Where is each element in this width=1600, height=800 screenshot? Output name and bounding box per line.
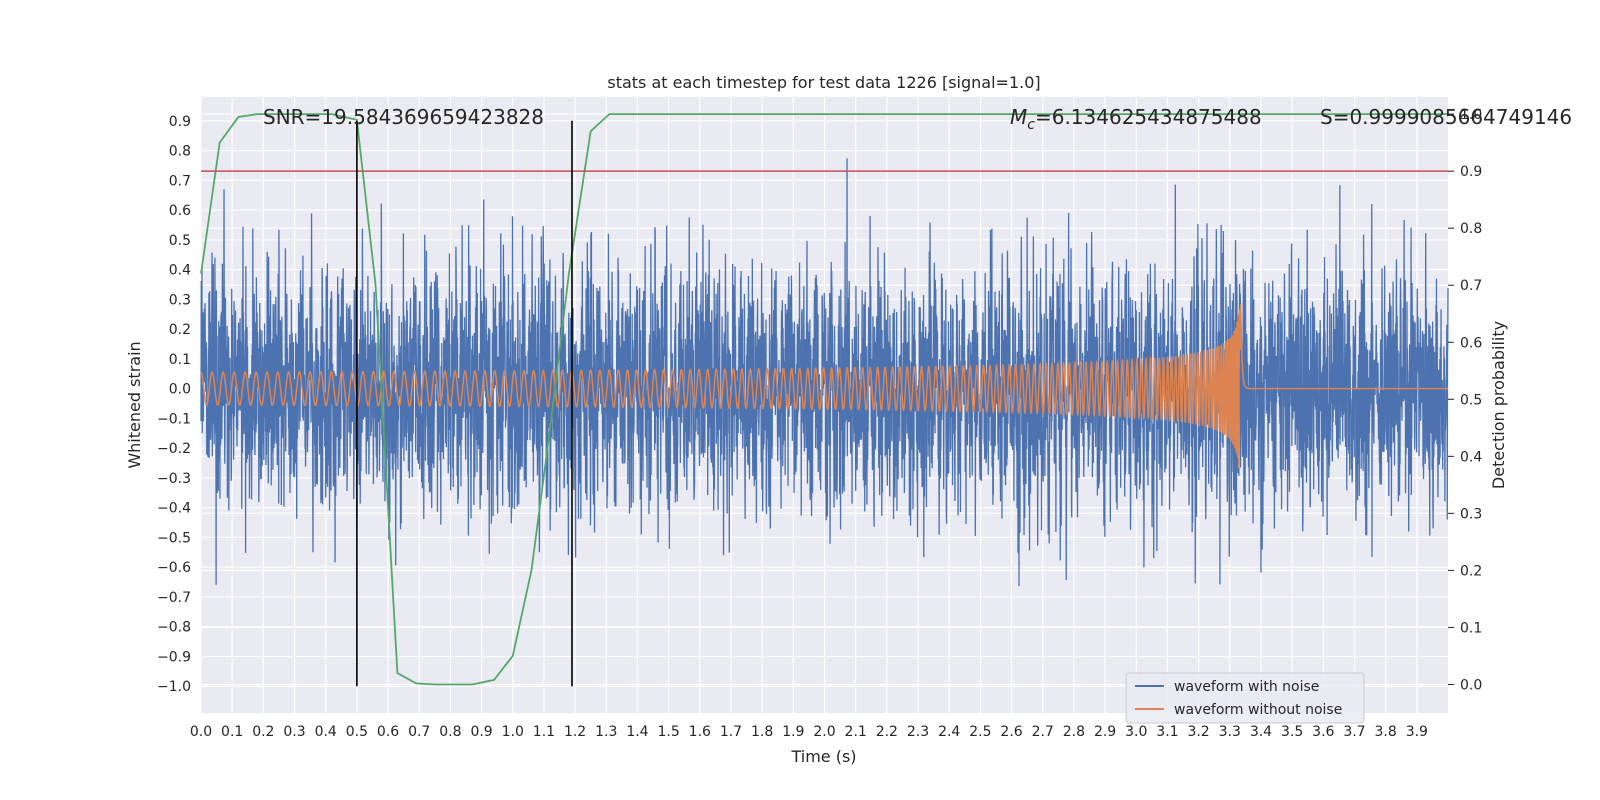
x-tick-label: 2.8 <box>1063 724 1085 740</box>
x-tick-label: 3.8 <box>1375 724 1397 740</box>
chirp-mass-annotation: Mc=6.134625434875488 <box>1010 105 1262 133</box>
score-annotation: S=0.9999085664749146 <box>1320 105 1572 129</box>
y-tick-label: −0.5 <box>157 530 191 546</box>
x-tick-label: 3.3 <box>1219 724 1241 740</box>
y2-tick-label: 0.6 <box>1460 335 1482 351</box>
markers <box>201 120 1448 687</box>
y-tick-label: −0.2 <box>157 441 191 457</box>
y-tick-label: 0.7 <box>169 173 191 189</box>
y2-tick-label: 1.0 <box>1460 107 1482 123</box>
y-tick-label: −0.9 <box>157 649 191 665</box>
x-tick-label: 3.0 <box>1125 724 1147 740</box>
x-tick-label: 3.1 <box>1156 724 1178 740</box>
x-tick-label: 0.3 <box>283 724 305 740</box>
x-tick-label: 2.5 <box>969 724 991 740</box>
y2-tick-label: 0.1 <box>1460 620 1482 636</box>
y-tick-label: −0.3 <box>157 471 191 487</box>
x-tick-label: 3.2 <box>1187 724 1209 740</box>
probability-line <box>200 113 1448 686</box>
snr-annotation: SNR=19.584369659423828 <box>263 105 544 129</box>
y-tick-label: 0.4 <box>169 263 191 279</box>
x-tick-label: 1.6 <box>689 724 711 740</box>
y-tick-label: 0.3 <box>169 292 191 308</box>
y2-tick-label: 0.2 <box>1460 563 1482 579</box>
x-tick-label: 2.6 <box>1000 724 1022 740</box>
y2-tick-label: 0.8 <box>1460 221 1482 237</box>
x-axis-label: Time (s) <box>790 747 856 766</box>
x-tick-label: 2.9 <box>1094 724 1116 740</box>
y2-axis-label: Detection probability <box>1489 321 1508 489</box>
y2-tick-label: 0.4 <box>1460 449 1482 465</box>
x-tick-label: 1.7 <box>720 724 742 740</box>
chart-title: stats at each timestep for test data 122… <box>607 73 1040 92</box>
x-tick-label: 0.9 <box>470 724 492 740</box>
x-tick-label: 1.5 <box>657 724 679 740</box>
chirp-mass-subscript: c <box>1027 117 1035 133</box>
x-tick-label: 2.7 <box>1032 724 1054 740</box>
x-tick-label: 2.3 <box>907 724 929 740</box>
x-tick-label: 3.9 <box>1406 724 1428 740</box>
y-tick-label: 0.9 <box>169 114 191 130</box>
x-tick-label: 2.0 <box>813 724 835 740</box>
x-tick-label: 0.1 <box>221 724 243 740</box>
series-detection-probability <box>200 113 1448 686</box>
x-tick-label: 2.4 <box>938 724 960 740</box>
x-tick-label: 1.9 <box>782 724 804 740</box>
y-tick-label: 0.2 <box>169 322 191 338</box>
x-tick-label: 0.6 <box>377 724 399 740</box>
x-tick-label: 0.5 <box>346 724 368 740</box>
legend-label-clean: waveform without noise <box>1174 702 1342 718</box>
y-tick-label: −0.7 <box>157 590 191 606</box>
y-tick-label: −0.1 <box>157 411 191 427</box>
y-tick-label: 0.0 <box>169 382 191 398</box>
y-tick-label: 0.5 <box>169 233 191 249</box>
chirp-mass-symbol: M <box>1010 105 1027 129</box>
y2-tick-label: 0.3 <box>1460 506 1482 522</box>
chirp-mass-value: =6.134625434875488 <box>1035 105 1262 129</box>
y-tick-label: −1.0 <box>157 679 191 695</box>
x-tick-label: 1.0 <box>502 724 524 740</box>
y-tick-label: −0.4 <box>157 501 191 517</box>
chirp-line <box>200 304 1448 468</box>
y-tick-label: −0.6 <box>157 560 191 576</box>
x-tick-label: 3.6 <box>1312 724 1334 740</box>
x-tick-label: 3.7 <box>1343 724 1365 740</box>
x-tick-label: 0.8 <box>439 724 461 740</box>
x-tick-label: 0.4 <box>315 724 337 740</box>
y-tick-label: 0.8 <box>169 144 191 160</box>
y-axis-label: Whitened strain <box>125 341 144 468</box>
series-waveform-without-noise <box>200 304 1448 468</box>
x-tick-label: 3.5 <box>1281 724 1303 740</box>
y-tick-label: 0.1 <box>169 352 191 368</box>
x-tick-label: 2.1 <box>845 724 867 740</box>
legend-label-noisy: waveform with noise <box>1174 679 1319 695</box>
x-tick-label: 1.2 <box>564 724 586 740</box>
x-tick-label: 1.4 <box>626 724 648 740</box>
noisy-strain-line <box>200 158 1449 587</box>
x-tick-label: 3.4 <box>1250 724 1272 740</box>
y2-tick-label: 0.5 <box>1460 392 1482 408</box>
y2-tick-label: 0.0 <box>1460 677 1482 693</box>
x-tick-label: 1.8 <box>751 724 773 740</box>
x-tick-label: 1.3 <box>595 724 617 740</box>
tick-labels: 0.0 0.1 0.2 0.3 0.4 0.5 0.6 0.7 0.8 0.9 1.0 1.1 1.2 1… <box>157 107 1482 740</box>
y2-tick-label: 0.7 <box>1460 278 1482 294</box>
y2-tick-label: 0.9 <box>1460 164 1482 180</box>
x-tick-label: 2.2 <box>876 724 898 740</box>
legend-box <box>1125 672 1365 724</box>
x-tick-label: 0.2 <box>252 724 274 740</box>
legend: waveform with noise waveform without noi… <box>1125 672 1365 724</box>
x-tick-label: 0.0 <box>190 724 212 740</box>
x-tick-label: 0.7 <box>408 724 430 740</box>
y-tick-label: 0.6 <box>169 203 191 219</box>
series-waveform-with-noise <box>200 158 1449 587</box>
y-tick-label: −0.8 <box>157 620 191 636</box>
x-tick-label: 1.1 <box>533 724 555 740</box>
